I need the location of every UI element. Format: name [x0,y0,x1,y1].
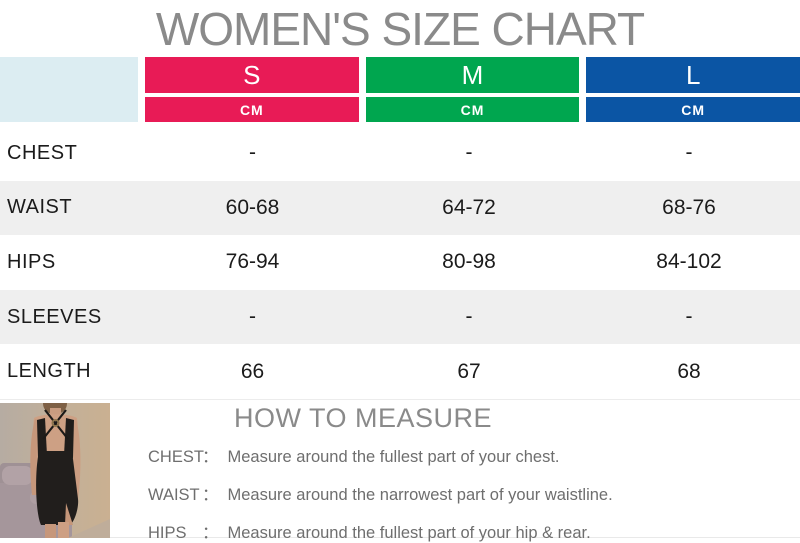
cell-hips-m: 80-98 [442,250,496,274]
row-label: HIPS [7,250,56,273]
size-header-s: S [145,57,359,93]
measure-lines: CHEST： Measure around the fullest part of… [148,443,616,543]
product-photo [0,403,110,538]
measure-text: Measure around the narrowest part of you… [227,486,613,504]
row-label: SLEEVES [7,305,102,328]
cell-sleeves-l: - [685,305,693,329]
cell-chest-l: - [685,141,693,165]
measure-line-chest: CHEST： Measure around the fullest part of… [148,443,616,467]
measure-line-waist: WAIST： Measure around the narrowest part … [148,481,616,505]
row-label: LENGTH [7,360,92,383]
row-label: CHEST [7,141,78,164]
measure-colon: ： [202,486,219,504]
table-row-length: LENGTH 66 67 68 [0,344,800,399]
size-header-l: L [586,57,800,93]
cell-hips-l: 84-102 [656,250,722,274]
measure-label: HIPS [148,524,187,542]
cell-length-m: 67 [457,359,481,383]
table-row-waist: WAIST 60-68 64-72 68-76 [0,180,800,236]
measure-heading: HOW TO MEASURE [233,403,493,433]
model-photo-illustration [0,403,110,538]
cell-sleeves-s: - [249,305,256,329]
cell-sleeves-m: - [465,305,473,329]
cell-chest-m: - [465,141,473,165]
measure-line-hips: HIPS ： Measure around the fullest part of … [148,519,616,543]
size-table-body: CHEST - - - WAIST 60-68 64-72 68-76 HIPS… [0,126,800,400]
measure-colon: ： [202,448,219,466]
size-column-s: S CM [145,57,359,122]
unit-header-l: CM [586,97,800,122]
how-to-measure-section: HOW TO MEASURE CHEST： Measure around the … [0,400,800,542]
size-column-m: M CM [365,57,580,122]
size-table-header: S CM M CM L CM [0,57,800,122]
measure-label: CHEST [148,448,204,466]
cell-length-s: 66 [240,359,265,383]
row-label: WAIST [7,196,73,219]
measure-text: Measure around the fullest part of your … [227,448,560,466]
cell-waist-l: 68-76 [662,195,716,219]
table-row-hips: HIPS 76-94 80-98 84-102 [0,235,800,290]
cell-length-l: 68 [677,359,701,383]
measure-label: WAIST [148,486,200,504]
page-title: WOMEN'S SIZE CHART [155,2,645,55]
measure-colon: ： [202,524,219,542]
cell-waist-m: 64-72 [442,195,496,219]
size-header-m: M [365,57,580,93]
unit-header-s: CM [145,97,359,122]
table-corner-cell [0,57,138,122]
measure-text: Measure around the fullest part of your … [227,524,591,542]
cell-hips-s: 76-94 [225,250,280,274]
size-column-l: L CM [586,57,800,122]
table-row-sleeves: SLEEVES - - - [0,289,800,345]
cell-chest-s: - [249,141,256,165]
unit-header-m: CM [365,97,580,122]
table-row-chest: CHEST - - - [0,126,800,181]
measure-instructions: HOW TO MEASURE CHEST： Measure around the … [110,400,616,542]
cell-waist-s: 60-68 [225,195,280,219]
